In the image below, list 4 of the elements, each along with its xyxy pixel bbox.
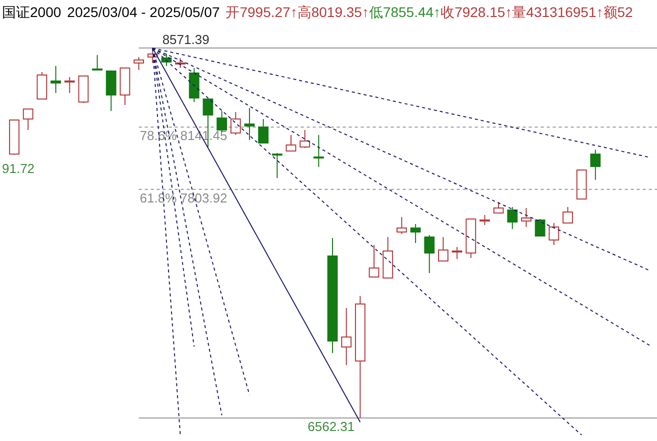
header: 国证2000 2025/03/04 - 2025/05/07 开7995.27↑高8019.35↑低7855.44↑收7928.15↑量431316951↑额52 — [2, 4, 633, 20]
ref-line-label: 6562.31 — [308, 419, 355, 434]
annotation: 91.72 — [2, 160, 35, 176]
ref-line-label: 8571.39 — [162, 32, 210, 47]
